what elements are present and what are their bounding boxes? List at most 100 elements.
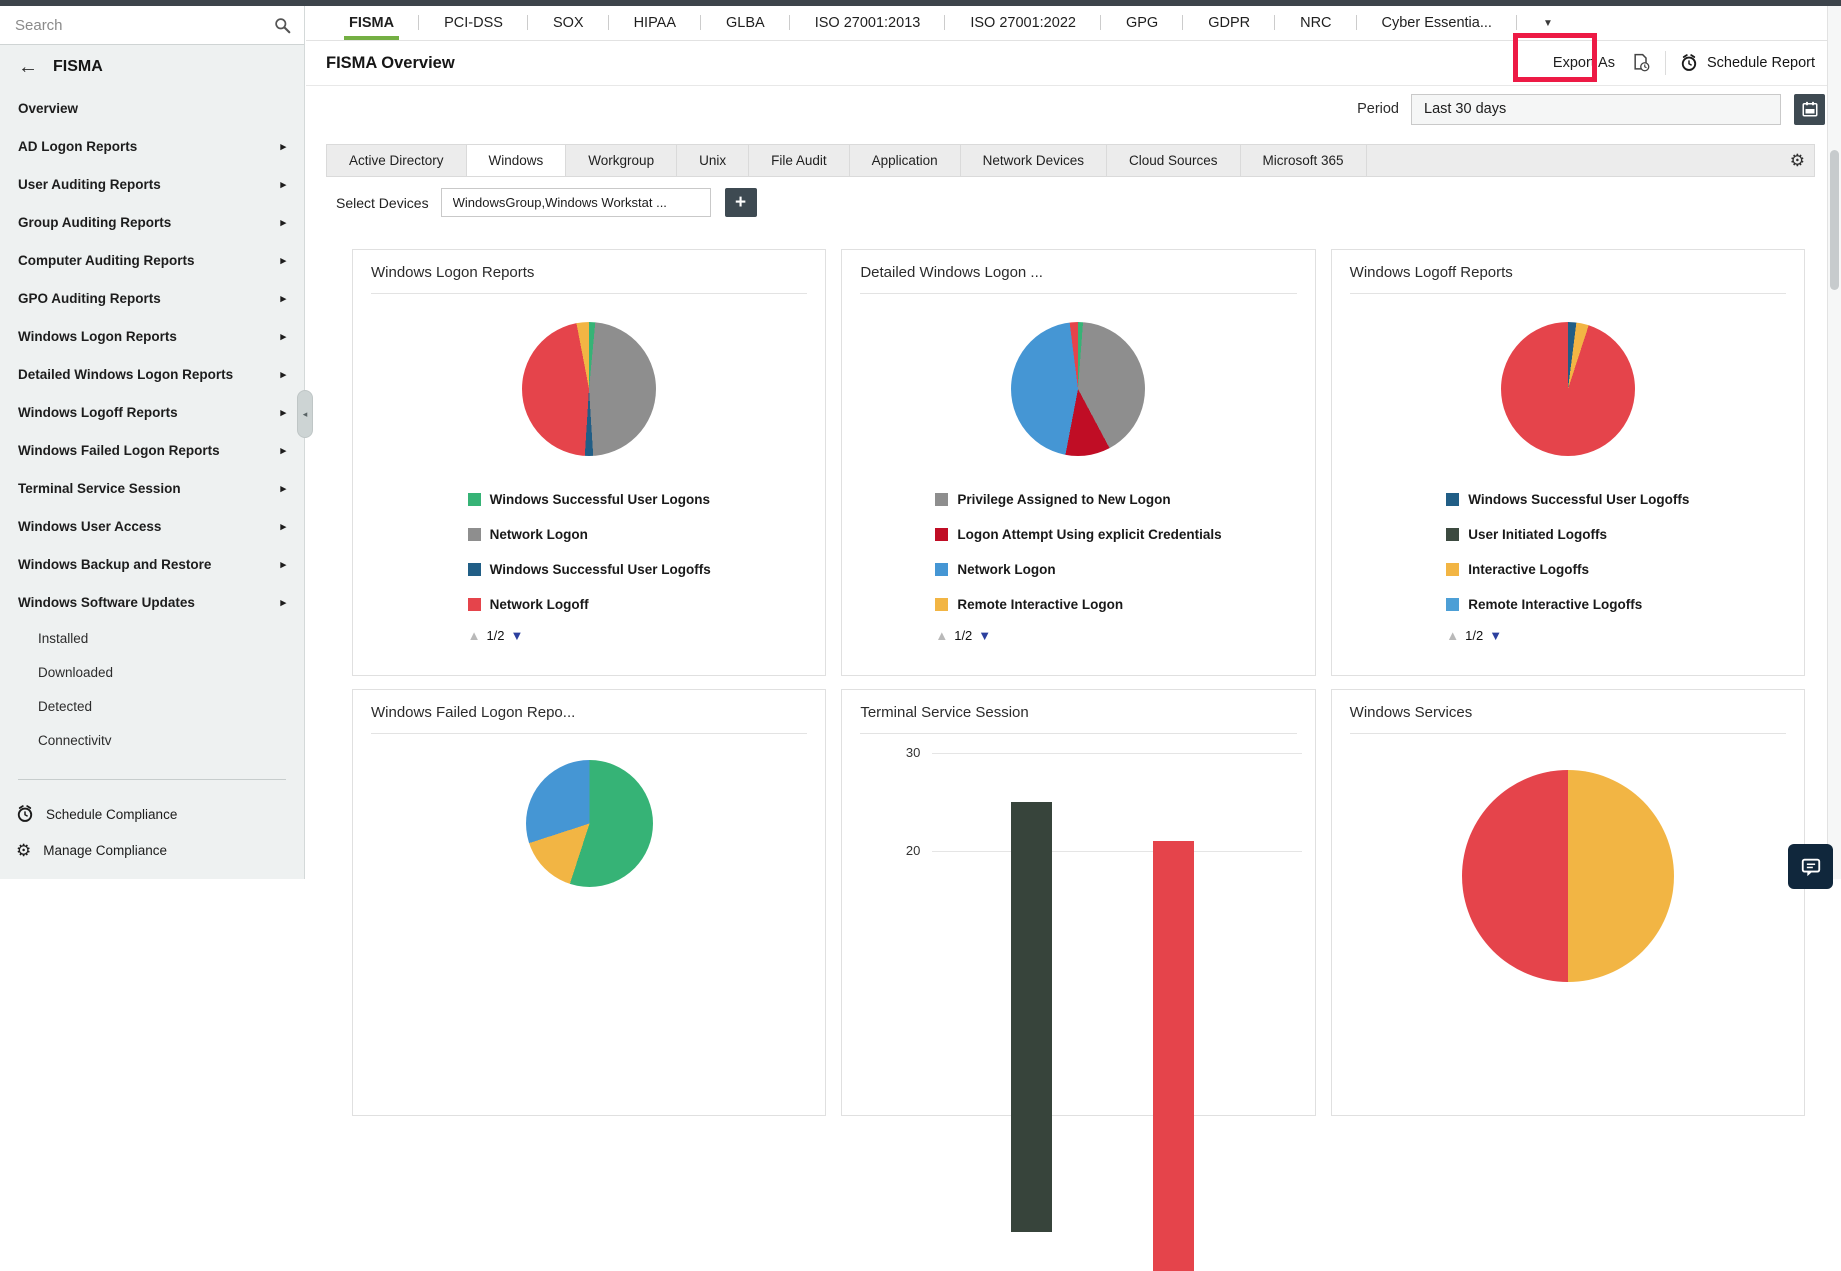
search-input[interactable] xyxy=(13,15,274,35)
category-tab[interactable]: Windows xyxy=(466,145,567,176)
vertical-scrollbar[interactable] xyxy=(1827,6,1841,879)
legend-item[interactable]: Windows Successful User Logons xyxy=(467,488,711,510)
legend-item[interactable]: User Initiated Logoffs xyxy=(1446,523,1689,545)
period-input[interactable] xyxy=(1411,93,1781,125)
category-tab[interactable]: Unix xyxy=(677,145,750,176)
category-tab[interactable]: Cloud Sources xyxy=(1107,145,1241,176)
more-tabs-button[interactable]: ▼ xyxy=(1517,6,1579,40)
legend-item[interactable]: Network Logon xyxy=(467,523,711,545)
legend-page-up-icon[interactable]: ▲ xyxy=(935,628,949,643)
compliance-tab[interactable]: GPG xyxy=(1101,6,1184,40)
sidebar-item[interactable]: AD Logon Reports ▸ xyxy=(0,127,304,165)
sidebar-item[interactable]: Group Auditing Reports ▸ xyxy=(0,203,304,241)
compliance-tab[interactable]: HIPAA xyxy=(609,6,702,40)
sidebar-item[interactable]: Windows Backup and Restore ▸ xyxy=(0,545,304,583)
bar-series-1[interactable] xyxy=(1011,802,1053,1232)
page-title: FISMA Overview xyxy=(326,53,455,72)
period-calendar-button[interactable] xyxy=(1794,93,1825,125)
sidebar-item[interactable]: Windows Software Updates ▸ xyxy=(0,583,304,621)
pie-chart[interactable] xyxy=(1011,322,1146,456)
sidebar-item-label: Downloaded xyxy=(38,664,114,680)
sidebar-item[interactable]: Installed xyxy=(0,621,304,655)
sidebar-item[interactable]: Computer Auditing Reports ▸ xyxy=(0,241,304,279)
legend-item[interactable]: Interactive Logoffs xyxy=(1446,558,1689,580)
scrollbar-thumb[interactable] xyxy=(1830,150,1839,290)
compliance-tab[interactable]: ISO 27001:2022 xyxy=(945,6,1101,40)
legend-page-up-icon[interactable]: ▲ xyxy=(467,628,481,643)
category-tab[interactable]: Workgroup xyxy=(566,145,678,176)
sidebar-item[interactable]: Windows Logoff Reports ▸ xyxy=(0,393,304,431)
sidebar-item[interactable]: Connectivitv xyxy=(0,723,304,757)
sidebar-item-label: AD Logon Reports xyxy=(18,138,138,154)
legend-item[interactable]: Network Logoff xyxy=(467,593,711,615)
legend-item[interactable]: Network Logon xyxy=(935,558,1221,580)
feedback-button[interactable] xyxy=(1788,844,1833,889)
sidebar-item-label: Windows Failed Logon Reports xyxy=(18,442,220,458)
chevron-right-icon: ▸ xyxy=(280,254,286,267)
legend-item[interactable]: Windows Successful User Logoffs xyxy=(1446,488,1689,510)
sidebar-item[interactable]: GPO Auditing Reports ▸ xyxy=(0,279,304,317)
sidebar-item[interactable]: Overview xyxy=(0,89,304,127)
pie-chart[interactable] xyxy=(1461,770,1674,982)
export-history-icon[interactable] xyxy=(1631,53,1651,73)
sidebar-item[interactable]: Detected xyxy=(0,689,304,723)
schedule-report-button[interactable]: Schedule Report xyxy=(1680,54,1815,72)
add-devices-button[interactable]: + xyxy=(724,188,757,217)
compliance-tab[interactable]: ISO 27001:2013 xyxy=(790,6,946,40)
export-as-button[interactable]: Export As xyxy=(1552,55,1615,71)
chevron-right-icon: ▸ xyxy=(280,444,286,457)
category-tab-label: Workgroup xyxy=(588,153,655,168)
sidebar-item[interactable]: Windows Logon Reports ▸ xyxy=(0,317,304,355)
schedule-compliance-item[interactable]: Schedule Compliance xyxy=(0,796,304,832)
category-tab[interactable]: Active Directory xyxy=(327,145,467,176)
compliance-tab[interactable]: FISMA xyxy=(324,6,420,40)
legend-item[interactable]: Windows Successful User Logoffs xyxy=(467,558,711,580)
manage-compliance-label: Manage Compliance xyxy=(43,842,168,858)
legend-swatch xyxy=(1446,492,1460,506)
compliance-tab[interactable]: NRC xyxy=(1275,6,1357,40)
compliance-tab[interactable]: PCI-DSS xyxy=(419,6,528,40)
category-tab[interactable]: Network Devices xyxy=(961,145,1107,176)
legend-item[interactable]: Remote Interactive Logon xyxy=(935,593,1221,615)
chevron-right-icon: ▸ xyxy=(280,178,286,191)
legend-page-down-icon[interactable]: ▼ xyxy=(978,628,992,643)
pie-chart[interactable] xyxy=(525,760,653,887)
category-tab[interactable]: Application xyxy=(850,145,961,176)
sidebar-item[interactable]: Windows User Access ▸ xyxy=(0,507,304,545)
sidebar-item[interactable]: Terminal Service Session ▸ xyxy=(0,469,304,507)
legend-page-down-icon[interactable]: ▼ xyxy=(510,628,524,643)
sidebar-item-label: Computer Auditing Reports xyxy=(18,252,195,268)
sidebar-collapse-handle[interactable]: ◂ xyxy=(297,390,313,438)
legend-item[interactable]: Remote Interactive Logoffs xyxy=(1446,593,1689,615)
sidebar-item[interactable]: Downloaded xyxy=(0,655,304,689)
card-windows-logon-reports: Windows Logon Reports Windows Successful… xyxy=(352,249,827,676)
sidebar-item[interactable]: Windows Failed Logon Reports ▸ xyxy=(0,431,304,469)
legend-page-down-icon[interactable]: ▼ xyxy=(1489,628,1503,643)
legend-label: Network Logoff xyxy=(489,596,589,612)
sidebar-item[interactable]: Detailed Windows Logon Reports ▸ xyxy=(0,355,304,393)
legend-swatch xyxy=(1446,562,1460,576)
devices-input[interactable] xyxy=(440,188,711,217)
search-icon[interactable] xyxy=(274,17,291,34)
bar-series-2[interactable] xyxy=(1153,841,1195,1271)
pie-chart[interactable] xyxy=(522,322,657,456)
legend-swatch xyxy=(467,597,481,611)
category-tab[interactable]: File Audit xyxy=(749,145,850,176)
category-tab[interactable]: Microsoft 365 xyxy=(1241,145,1367,176)
legend-page-up-icon[interactable]: ▲ xyxy=(1446,628,1460,643)
source-tabs: Active Directory Windows Workgroup Unix … xyxy=(327,145,1367,176)
manage-compliance-item[interactable]: ⚙ Manage Compliance xyxy=(0,832,304,868)
compliance-tab[interactable]: GDPR xyxy=(1183,6,1276,40)
legend-item[interactable]: Logon Attempt Using explicit Credentials xyxy=(935,523,1222,545)
compliance-tab[interactable]: SOX xyxy=(528,6,609,40)
pie-chart[interactable] xyxy=(1500,322,1635,456)
card-title: Detailed Windows Logon ... xyxy=(860,264,1043,281)
back-arrow-icon[interactable]: ← xyxy=(18,56,38,78)
legend-item[interactable]: Privilege Assigned to New Logon xyxy=(935,488,1221,510)
compliance-tab[interactable]: Cyber Essentia... xyxy=(1357,6,1518,40)
category-tab-label: Active Directory xyxy=(349,153,444,168)
dashboard-settings-button[interactable]: ⚙ xyxy=(1790,145,1814,176)
sidebar-item[interactable]: User Auditing Reports ▸ xyxy=(0,165,304,203)
compliance-tab[interactable]: GLBA xyxy=(701,6,790,40)
period-row: Period xyxy=(306,86,1827,132)
